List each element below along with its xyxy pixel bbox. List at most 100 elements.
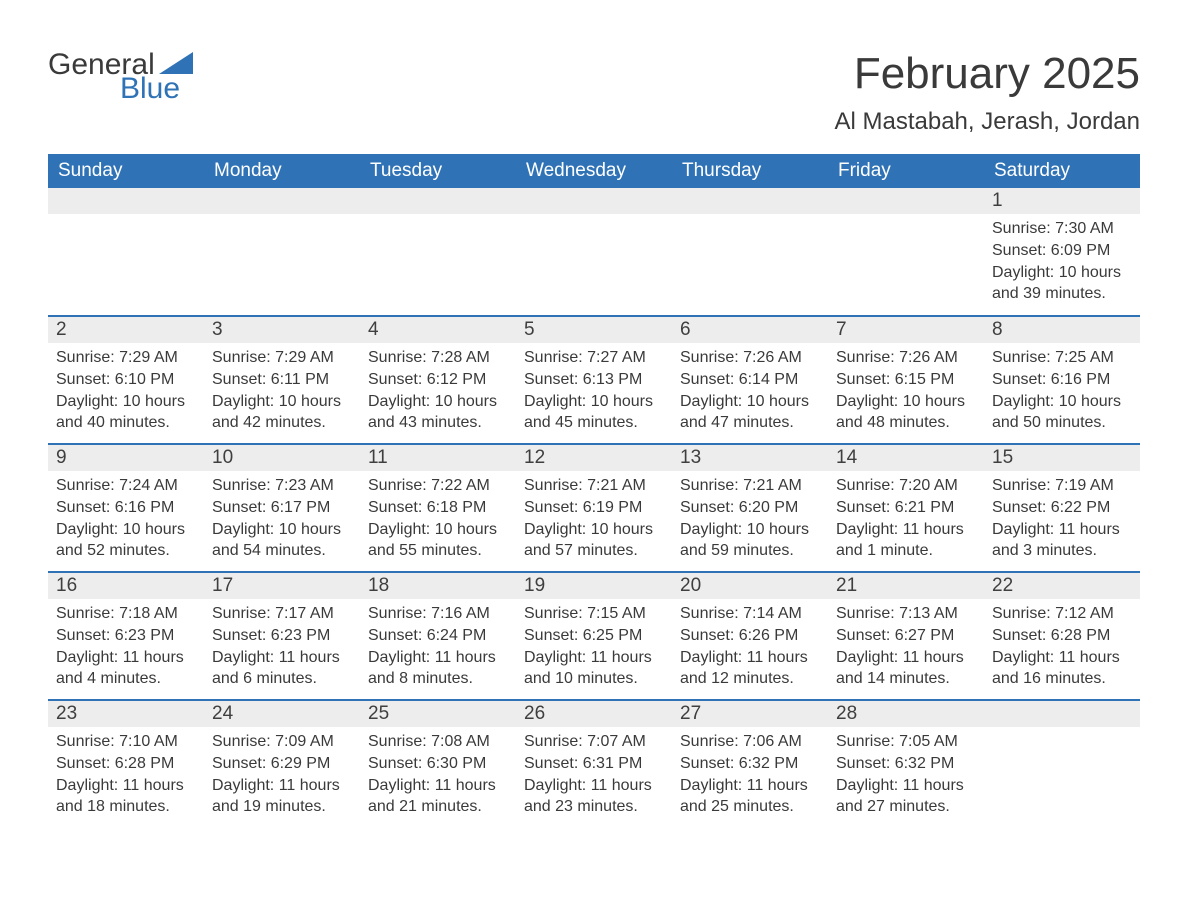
calendar-cell: 17Sunrise: 7:17 AMSunset: 6:23 PMDayligh… [204, 572, 360, 700]
day-body: Sunrise: 7:30 AMSunset: 6:09 PMDaylight:… [984, 214, 1140, 312]
calendar-cell: . [516, 188, 672, 316]
sunrise-text: Sunrise: 7:27 AM [524, 347, 664, 369]
day-number: 4 [360, 317, 516, 343]
day-number: 23 [48, 701, 204, 727]
sunrise-text: Sunrise: 7:05 AM [836, 731, 976, 753]
sunrise-text: Sunrise: 7:08 AM [368, 731, 508, 753]
day-number: 28 [828, 701, 984, 727]
day-body: Sunrise: 7:18 AMSunset: 6:23 PMDaylight:… [48, 599, 204, 697]
daylight-text: Daylight: 10 hours and 43 minutes. [368, 391, 508, 434]
day-body: Sunrise: 7:26 AMSunset: 6:15 PMDaylight:… [828, 343, 984, 441]
day-body [828, 214, 984, 226]
day-number: . [984, 701, 1140, 727]
day-number: 17 [204, 573, 360, 599]
day-body: Sunrise: 7:12 AMSunset: 6:28 PMDaylight:… [984, 599, 1140, 697]
sunrise-text: Sunrise: 7:13 AM [836, 603, 976, 625]
day-number: 12 [516, 445, 672, 471]
daylight-text: Daylight: 11 hours and 18 minutes. [56, 775, 196, 818]
col-monday: Monday [204, 154, 360, 188]
daylight-text: Daylight: 11 hours and 4 minutes. [56, 647, 196, 690]
calendar-cell: 27Sunrise: 7:06 AMSunset: 6:32 PMDayligh… [672, 700, 828, 828]
calendar-cell: . [984, 700, 1140, 828]
sunset-text: Sunset: 6:22 PM [992, 497, 1132, 519]
sunrise-text: Sunrise: 7:26 AM [680, 347, 820, 369]
daylight-text: Daylight: 10 hours and 55 minutes. [368, 519, 508, 562]
sunset-text: Sunset: 6:18 PM [368, 497, 508, 519]
calendar-cell: 9Sunrise: 7:24 AMSunset: 6:16 PMDaylight… [48, 444, 204, 572]
sunrise-text: Sunrise: 7:10 AM [56, 731, 196, 753]
daylight-text: Daylight: 11 hours and 6 minutes. [212, 647, 352, 690]
day-body: Sunrise: 7:08 AMSunset: 6:30 PMDaylight:… [360, 727, 516, 825]
calendar-table: Sunday Monday Tuesday Wednesday Thursday… [48, 154, 1140, 828]
daylight-text: Daylight: 10 hours and 57 minutes. [524, 519, 664, 562]
sunrise-text: Sunrise: 7:15 AM [524, 603, 664, 625]
calendar-cell: 20Sunrise: 7:14 AMSunset: 6:26 PMDayligh… [672, 572, 828, 700]
logo: General Blue [48, 50, 193, 104]
calendar-body: ......1Sunrise: 7:30 AMSunset: 6:09 PMDa… [48, 188, 1140, 828]
day-body: Sunrise: 7:24 AMSunset: 6:16 PMDaylight:… [48, 471, 204, 569]
daylight-text: Daylight: 10 hours and 59 minutes. [680, 519, 820, 562]
col-friday: Friday [828, 154, 984, 188]
sunrise-text: Sunrise: 7:30 AM [992, 218, 1132, 240]
calendar-row: 23Sunrise: 7:10 AMSunset: 6:28 PMDayligh… [48, 700, 1140, 828]
day-number: 6 [672, 317, 828, 343]
sunrise-text: Sunrise: 7:18 AM [56, 603, 196, 625]
sunrise-text: Sunrise: 7:12 AM [992, 603, 1132, 625]
day-body: Sunrise: 7:21 AMSunset: 6:19 PMDaylight:… [516, 471, 672, 569]
day-body: Sunrise: 7:22 AMSunset: 6:18 PMDaylight:… [360, 471, 516, 569]
day-body: Sunrise: 7:27 AMSunset: 6:13 PMDaylight:… [516, 343, 672, 441]
day-number: 15 [984, 445, 1140, 471]
sunrise-text: Sunrise: 7:29 AM [56, 347, 196, 369]
day-number: 10 [204, 445, 360, 471]
calendar-cell: 18Sunrise: 7:16 AMSunset: 6:24 PMDayligh… [360, 572, 516, 700]
day-body: Sunrise: 7:06 AMSunset: 6:32 PMDaylight:… [672, 727, 828, 825]
calendar-cell: . [828, 188, 984, 316]
sunrise-text: Sunrise: 7:17 AM [212, 603, 352, 625]
col-sunday: Sunday [48, 154, 204, 188]
day-number: . [48, 188, 204, 214]
sunrise-text: Sunrise: 7:29 AM [212, 347, 352, 369]
calendar-cell: 23Sunrise: 7:10 AMSunset: 6:28 PMDayligh… [48, 700, 204, 828]
title-block: February 2025 Al Mastabah, Jerash, Jorda… [835, 50, 1141, 136]
daylight-text: Daylight: 11 hours and 1 minute. [836, 519, 976, 562]
daylight-text: Daylight: 11 hours and 21 minutes. [368, 775, 508, 818]
sunrise-text: Sunrise: 7:09 AM [212, 731, 352, 753]
sunrise-text: Sunrise: 7:16 AM [368, 603, 508, 625]
day-body: Sunrise: 7:13 AMSunset: 6:27 PMDaylight:… [828, 599, 984, 697]
calendar-cell: 10Sunrise: 7:23 AMSunset: 6:17 PMDayligh… [204, 444, 360, 572]
sunrise-text: Sunrise: 7:28 AM [368, 347, 508, 369]
day-body [48, 214, 204, 226]
day-body: Sunrise: 7:09 AMSunset: 6:29 PMDaylight:… [204, 727, 360, 825]
calendar-cell: 24Sunrise: 7:09 AMSunset: 6:29 PMDayligh… [204, 700, 360, 828]
calendar-cell: . [360, 188, 516, 316]
day-body: Sunrise: 7:26 AMSunset: 6:14 PMDaylight:… [672, 343, 828, 441]
calendar-cell: 4 Sunrise: 7:28 AMSunset: 6:12 PMDaylight… [360, 316, 516, 444]
col-wednesday: Wednesday [516, 154, 672, 188]
calendar-cell: 15Sunrise: 7:19 AMSunset: 6:22 PMDayligh… [984, 444, 1140, 572]
logo-text-blue: Blue [120, 74, 193, 104]
day-number: 14 [828, 445, 984, 471]
sunrise-text: Sunrise: 7:19 AM [992, 475, 1132, 497]
calendar-page: General Blue February 2025 Al Mastabah, … [0, 0, 1188, 868]
daylight-text: Daylight: 11 hours and 19 minutes. [212, 775, 352, 818]
sunset-text: Sunset: 6:12 PM [368, 369, 508, 391]
day-number: 13 [672, 445, 828, 471]
day-body: Sunrise: 7:29 AMSunset: 6:10 PMDaylight:… [48, 343, 204, 441]
sunrise-text: Sunrise: 7:25 AM [992, 347, 1132, 369]
calendar-cell: 25Sunrise: 7:08 AMSunset: 6:30 PMDayligh… [360, 700, 516, 828]
sunset-text: Sunset: 6:32 PM [836, 753, 976, 775]
day-number: 8 [984, 317, 1140, 343]
day-body [984, 727, 1140, 739]
calendar-cell: 1Sunrise: 7:30 AMSunset: 6:09 PMDaylight… [984, 188, 1140, 316]
sunset-text: Sunset: 6:24 PM [368, 625, 508, 647]
day-body: Sunrise: 7:10 AMSunset: 6:28 PMDaylight:… [48, 727, 204, 825]
day-number: 5 [516, 317, 672, 343]
day-body: Sunrise: 7:05 AMSunset: 6:32 PMDaylight:… [828, 727, 984, 825]
sunrise-text: Sunrise: 7:07 AM [524, 731, 664, 753]
day-body: Sunrise: 7:07 AMSunset: 6:31 PMDaylight:… [516, 727, 672, 825]
sunrise-text: Sunrise: 7:21 AM [524, 475, 664, 497]
day-number: 7 [828, 317, 984, 343]
sunrise-text: Sunrise: 7:24 AM [56, 475, 196, 497]
sunset-text: Sunset: 6:28 PM [56, 753, 196, 775]
daylight-text: Daylight: 11 hours and 8 minutes. [368, 647, 508, 690]
